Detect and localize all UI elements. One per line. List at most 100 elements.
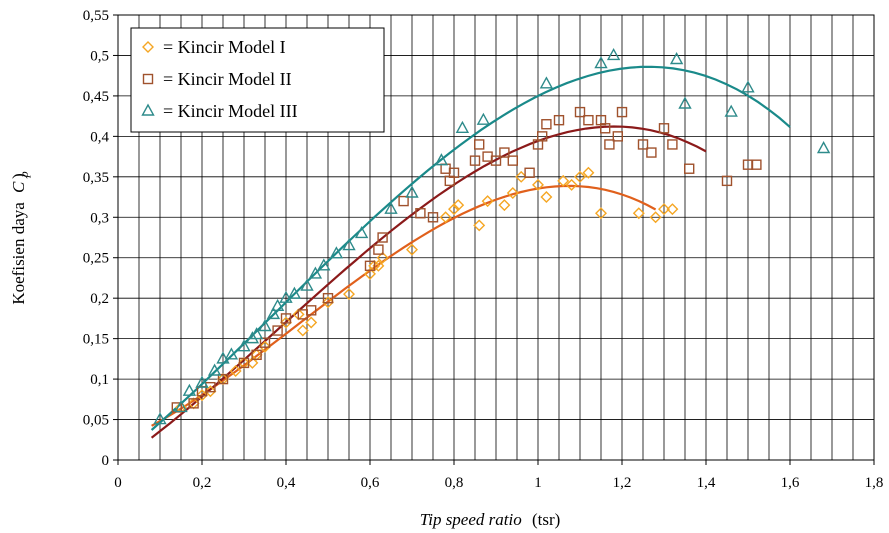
legend-box <box>130 27 385 133</box>
data-point-series-2 <box>217 373 229 385</box>
x-tick-label: 0,2 <box>193 475 212 491</box>
data-point-series-2 <box>490 155 502 166</box>
x-tick-label: 1,4 <box>697 475 716 491</box>
y-tick-label: 0,05 <box>83 413 109 429</box>
data-point-series-3 <box>317 258 331 271</box>
y-axis-ticks: 0 0,05 0,1 0,15 0,2 0,25 0,3 0,35 0,4 0,45 0,5 0,55 <box>83 8 118 469</box>
data-points <box>153 48 831 425</box>
data-point-series-2 <box>259 337 271 348</box>
data-point-series-3 <box>724 104 738 117</box>
data-point-series-3 <box>153 412 167 425</box>
data-point-series-2 <box>272 325 283 336</box>
data-point-series-1 <box>364 267 376 280</box>
data-point-series-1 <box>595 207 607 220</box>
data-point-series-2 <box>373 244 384 255</box>
y-axis-title: Koefisien daya C p <box>9 171 31 304</box>
data-point-series-3 <box>207 363 222 376</box>
trend-line-series-1 <box>151 184 657 427</box>
x-tick-label: 1,2 <box>613 475 632 491</box>
x-tick-label: 1,6 <box>781 475 800 491</box>
data-point-series-1 <box>506 187 519 199</box>
data-point-series-2 <box>721 175 733 187</box>
data-point-series-3 <box>245 331 260 344</box>
data-point-series-3 <box>329 246 344 259</box>
y-tick-label: 0,5 <box>90 48 109 64</box>
y-tick-label: 0,25 <box>83 251 109 267</box>
data-point-series-2 <box>398 195 409 207</box>
legend-label-3: = Kincir Model III <box>163 101 298 121</box>
y-tick-label: 0 <box>102 453 110 469</box>
data-point-series-2 <box>537 131 548 142</box>
data-point-series-1 <box>196 389 208 402</box>
data-point-series-2 <box>600 123 611 134</box>
data-point-series-3 <box>384 201 398 214</box>
data-point-series-2 <box>553 114 565 126</box>
data-point-series-3 <box>354 226 369 239</box>
x-axis-title: Tip speed ratio (tsr) <box>420 510 561 529</box>
data-point-series-1 <box>666 203 679 216</box>
data-point-series-2 <box>238 357 250 369</box>
data-point-series-3 <box>816 141 831 154</box>
data-point-series-1 <box>296 324 309 337</box>
data-point-series-3 <box>476 112 491 125</box>
data-point-series-1 <box>574 170 586 183</box>
data-point-series-2 <box>427 212 439 223</box>
data-point-series-2 <box>751 159 762 170</box>
data-point-series-1 <box>557 174 570 187</box>
data-point-series-3 <box>434 153 449 166</box>
data-point-series-1 <box>448 203 460 216</box>
data-point-series-3 <box>182 383 197 396</box>
y-tick-label: 0,15 <box>83 332 109 348</box>
x-axis-ticks: 0 0,2 0,4 0,6 0,8 1 1,2 1,4 1,6 1,8 <box>114 460 883 491</box>
y-tick-label: 0,4 <box>90 129 109 145</box>
data-point-series-3 <box>237 339 251 352</box>
x-axis-title-italic: Tip speed ratio <box>420 510 522 529</box>
data-point-series-1 <box>649 211 662 224</box>
y-tick-label: 0,1 <box>90 372 109 388</box>
data-point-series-2 <box>499 147 510 158</box>
y-tick-label: 0,55 <box>83 8 109 24</box>
data-point-series-2 <box>646 147 657 158</box>
data-point-series-1 <box>658 203 670 216</box>
data-point-series-2 <box>524 167 535 178</box>
data-point-series-3 <box>224 347 239 360</box>
data-point-series-1 <box>439 211 452 224</box>
data-point-series-1 <box>498 199 511 212</box>
x-tick-label: 1,8 <box>865 475 884 491</box>
data-point-series-3 <box>249 327 264 340</box>
y-axis-title-paren: ) <box>9 173 28 179</box>
data-point-series-1 <box>481 195 494 208</box>
data-point-series-2 <box>448 167 460 178</box>
x-tick-label: 0,6 <box>361 475 380 491</box>
legend-marker-3 <box>141 103 155 116</box>
data-point-series-3 <box>258 319 272 332</box>
data-point-series-1 <box>406 243 418 256</box>
data-point-series-2 <box>637 139 649 150</box>
data-point-series-2 <box>612 131 623 142</box>
data-point-series-3 <box>266 306 281 320</box>
trend-line-series-2 <box>150 125 707 439</box>
y-tick-label: 0,3 <box>90 210 109 226</box>
x-tick-label: 0,4 <box>277 475 296 491</box>
data-point-series-2 <box>251 349 262 361</box>
data-point-series-3 <box>539 76 554 89</box>
legend-label-2: = Kincir Model II <box>163 69 292 89</box>
data-point-series-1 <box>376 251 389 264</box>
data-point-series-2 <box>684 163 695 174</box>
data-point-series-2 <box>377 232 388 243</box>
data-point-series-1 <box>322 296 334 309</box>
data-point-series-2 <box>469 155 481 166</box>
legend: = Kincir Model I = Kincir Model II = Kinci… <box>130 27 385 133</box>
data-point-series-2 <box>507 155 518 166</box>
data-point-series-2 <box>574 106 586 118</box>
data-point-series-1 <box>305 316 318 329</box>
data-point-series-1 <box>229 365 242 377</box>
data-point-series-2 <box>415 208 426 219</box>
data-point-series-1 <box>582 166 595 179</box>
legend-marker-2 <box>142 73 154 85</box>
data-point-series-1 <box>565 178 578 191</box>
y-tick-label: 0,35 <box>83 170 109 186</box>
data-point-series-2 <box>188 398 199 409</box>
y-axis-title-symbol: C <box>9 181 28 193</box>
